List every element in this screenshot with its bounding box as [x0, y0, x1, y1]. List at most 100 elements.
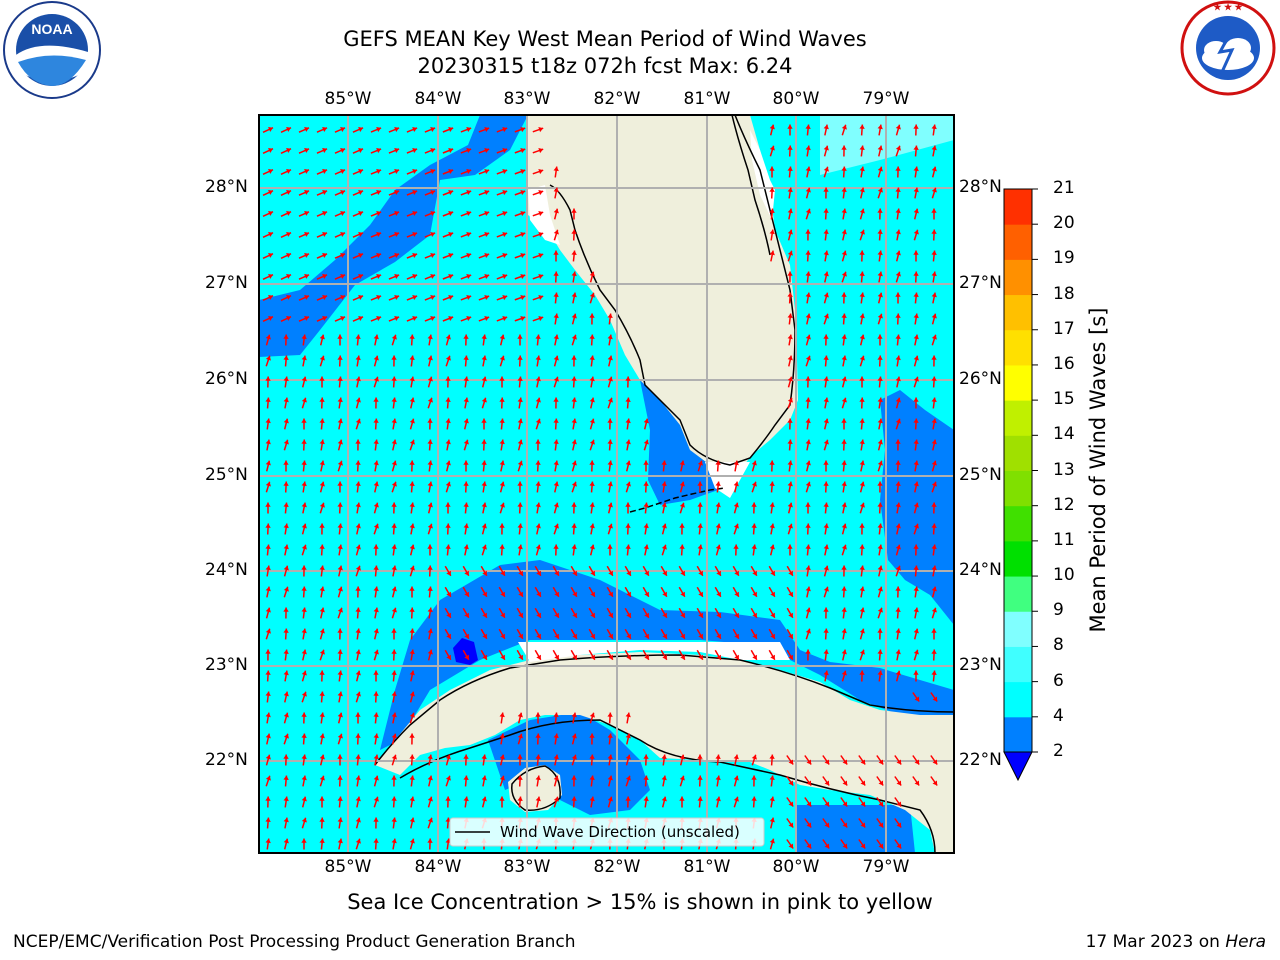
wind-wave-arrowhead — [286, 169, 292, 174]
coastal-mask-nw-florida — [528, 185, 560, 245]
wind-wave-arrowhead — [286, 232, 292, 237]
wind-wave-arrowhead — [589, 355, 595, 361]
wind-wave-arrowhead — [536, 633, 541, 639]
wind-wave-arrowhead — [445, 418, 451, 424]
wind-wave-arrowhead — [607, 460, 613, 466]
wind-wave-arrowhead — [878, 780, 884, 786]
wind-wave-arrowhead — [283, 775, 289, 780]
wind-wave-arrowhead — [841, 439, 847, 444]
wind-wave-arrowhead — [355, 460, 361, 465]
wind-wave-arrowhead — [412, 232, 418, 238]
wind-wave-arrowhead — [337, 754, 343, 759]
wind-wave-arrowhead — [661, 502, 667, 508]
wind-wave-arrowhead — [554, 570, 559, 576]
wind-wave-arrowhead — [841, 313, 847, 318]
wind-wave-arrowhead — [517, 334, 523, 339]
wind-wave-arrowhead — [517, 796, 523, 802]
wind-wave-arrowhead — [337, 460, 343, 466]
lat-label: 24°N — [959, 560, 1002, 580]
wind-wave-arrowhead — [427, 607, 433, 613]
wind-wave-arrowhead — [805, 523, 811, 528]
colorbar-segment — [1004, 329, 1032, 366]
wind-wave-arrowhead — [931, 628, 937, 633]
wind-wave-arrowhead — [322, 211, 328, 216]
wind-wave-arrowhead — [679, 796, 685, 801]
wind-wave-arrowhead — [661, 754, 667, 760]
wind-wave-arrowhead — [841, 229, 847, 235]
wind-wave-arrowhead — [517, 523, 523, 529]
wind-wave-arrowhead — [805, 208, 811, 214]
wind-wave-arrowhead — [466, 148, 472, 154]
wind-wave-arrowhead — [502, 295, 508, 301]
wind-wave-arrowhead — [589, 481, 595, 486]
wind-wave-arrowhead — [301, 628, 307, 634]
wind-wave-arrowhead — [553, 796, 559, 802]
colorbar — [1003, 188, 1038, 782]
wind-wave-arrowhead — [265, 796, 271, 801]
wind-wave-arrowhead — [268, 274, 273, 279]
colorbar-tick-label: 8 — [1053, 635, 1064, 656]
wind-wave-arrowhead — [484, 232, 490, 238]
wind-wave-arrowhead — [337, 628, 343, 633]
wind-wave-arrowhead — [394, 232, 400, 237]
wind-wave-arrowhead — [787, 544, 793, 549]
wind-wave-arrowhead — [481, 397, 487, 403]
wind-wave-arrowhead — [355, 481, 361, 487]
wind-wave-arrowhead — [841, 481, 847, 487]
wind-wave-arrowhead — [859, 250, 865, 255]
wind-wave-arrows — [262, 124, 938, 850]
wind-wave-arrowhead — [715, 775, 721, 781]
wind-wave-arrowhead — [319, 838, 325, 844]
wind-wave-arrowhead — [895, 502, 901, 508]
lat-label: 26°N — [959, 369, 1002, 389]
wind-wave-arrowhead — [499, 355, 505, 361]
wind-wave-arrowhead — [502, 190, 508, 196]
wind-wave-arrowhead — [286, 316, 292, 321]
lon-label: 85°W — [324, 89, 372, 109]
footer-host: Hera — [1225, 932, 1266, 952]
wind-wave-arrowhead — [931, 271, 937, 277]
wind-wave-arrowhead — [607, 355, 613, 361]
wind-wave-arrowhead — [788, 633, 793, 639]
wind-wave-arrowhead — [644, 591, 649, 597]
wind-wave-arrowhead — [355, 418, 361, 424]
wind-wave-arrowhead — [373, 649, 379, 655]
wind-wave-arrowhead — [715, 544, 721, 550]
wind-wave-arrowhead — [466, 190, 472, 196]
wind-wave-arrowhead — [427, 586, 433, 592]
wind-wave-arrowhead — [319, 334, 325, 340]
wind-wave-arrowhead — [500, 633, 505, 639]
lat-label: 25°N — [959, 465, 1002, 485]
wind-wave-arrowhead — [481, 754, 487, 760]
wind-wave-arrowhead — [751, 481, 757, 487]
colorbar-tick-label: 18 — [1053, 283, 1075, 304]
colorbar-tick-label: 4 — [1053, 705, 1064, 726]
wind-wave-arrowhead — [430, 295, 436, 301]
wind-wave-arrowhead — [265, 670, 271, 675]
wind-wave-arrowhead — [376, 316, 382, 321]
wind-wave-arrowhead — [877, 502, 883, 507]
wind-wave-arrowhead — [301, 775, 307, 781]
wind-wave-arrowhead — [931, 586, 937, 592]
wind-wave-arrowhead — [679, 544, 685, 549]
wind-wave-arrowhead — [589, 376, 595, 382]
wind-wave-arrowhead — [535, 754, 541, 760]
lon-label: 83°W — [503, 857, 551, 877]
wind-wave-arrowhead — [895, 208, 901, 214]
wind-wave-arrowhead — [463, 418, 469, 424]
wind-wave-arrowhead — [769, 502, 775, 508]
wind-wave-arrowhead — [895, 355, 901, 361]
blue-band-florida-bay — [640, 380, 718, 505]
wind-wave-arrowhead — [608, 591, 613, 597]
wind-wave-arrowhead — [877, 670, 883, 676]
wind-wave-arrowhead — [589, 775, 595, 781]
colorbar-segment — [1004, 540, 1032, 577]
wind-wave-arrowhead — [625, 397, 631, 402]
wind-wave-arrowhead — [391, 733, 397, 739]
wind-wave-arrowhead — [877, 145, 883, 151]
wind-wave-arrowhead — [823, 397, 829, 403]
colorbar-segment — [1004, 435, 1032, 471]
wind-wave-arrowhead — [571, 292, 577, 298]
wind-wave-arrowhead — [373, 355, 379, 361]
wind-wave-arrowhead — [427, 565, 433, 570]
